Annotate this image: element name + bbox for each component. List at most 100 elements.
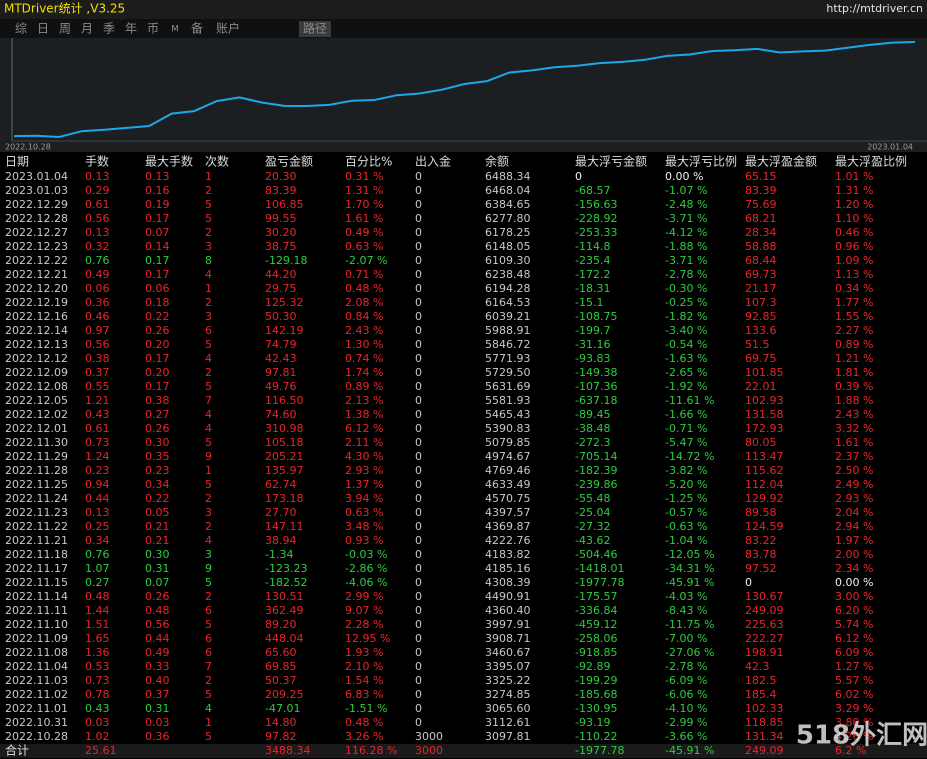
table-cell: 116.50 <box>265 394 304 407</box>
table-cell: -1.63 % <box>665 352 707 365</box>
table-cell: 3.94 % <box>345 492 383 505</box>
table-cell: 0 <box>415 380 422 393</box>
table-cell: 2.04 % <box>835 506 873 519</box>
table-cell: 0.23 <box>145 464 170 477</box>
table-cell: 2022.12.27 <box>5 226 68 239</box>
table-cell: 99.55 <box>265 212 297 225</box>
tab[interactable]: 年 <box>125 22 137 36</box>
table-cell: 1.24 <box>85 450 110 463</box>
table-cell: 89.20 <box>265 618 297 631</box>
table-cell: -3.71 % <box>665 212 707 225</box>
table-cell: 0.13 <box>85 506 110 519</box>
table-cell: 0.13 <box>145 170 170 183</box>
table-cell: 0.16 <box>145 184 170 197</box>
tab[interactable]: 月 <box>81 22 93 36</box>
table-cell: 0 <box>415 716 422 729</box>
table-cell: 3460.67 <box>485 646 531 659</box>
table-cell: 1.21 <box>85 394 110 407</box>
table-cell: 2 <box>205 226 212 239</box>
table-cell: 6109.30 <box>485 254 531 267</box>
table-cell: 50.37 <box>265 674 297 687</box>
table-cell: 3097.81 <box>485 730 531 743</box>
table-cell: 115.62 <box>745 464 784 477</box>
table-cell: 0.31 <box>145 562 170 575</box>
table-cell: 0.06 <box>145 282 170 295</box>
table-cell: 0 <box>415 184 422 197</box>
table-cell: 6.83 % <box>345 688 383 701</box>
table-cell: 0 <box>415 520 422 533</box>
table-cell: -1.04 % <box>665 534 707 547</box>
table-cell: 142.19 <box>265 324 304 337</box>
tab[interactable]: 季 <box>103 22 115 36</box>
total-cell: 3488.34 <box>265 744 311 757</box>
table-cell: 0 <box>415 240 422 253</box>
table-cell: 6 <box>205 604 212 617</box>
table-cell: 5771.93 <box>485 352 531 365</box>
table-cell: 0.03 <box>85 716 110 729</box>
table-cell: 5 <box>205 212 212 225</box>
table-cell: 4222.76 <box>485 534 531 547</box>
table-cell: -175.57 <box>575 590 617 603</box>
table-cell: 107.3 <box>745 296 777 309</box>
table-cell: 2.27 % <box>835 324 873 337</box>
table-cell: -239.86 <box>575 478 617 491</box>
table-cell: 69.85 <box>265 660 297 673</box>
table-cell: 2022.11.25 <box>5 478 68 491</box>
table-cell: 1.88 % <box>835 394 873 407</box>
tab[interactable]: 账户 <box>216 21 240 36</box>
table-cell: 83.39 <box>265 184 297 197</box>
table-cell: 2022.11.15 <box>5 576 68 589</box>
table-cell: -6.06 % <box>665 688 707 701</box>
table-cell: 0.93 % <box>345 534 383 547</box>
table-cell: 1.77 % <box>835 296 873 309</box>
table-cell: -258.06 <box>575 632 617 645</box>
table-cell: -1418.01 <box>575 562 624 575</box>
table-cell: 5 <box>205 688 212 701</box>
table-cell: 0 <box>415 198 422 211</box>
table-cell: 129.92 <box>745 492 784 505</box>
table-cell: 0 <box>415 464 422 477</box>
table-cell: 5 <box>205 198 212 211</box>
table-cell: -0.71 % <box>665 422 707 435</box>
tab[interactable]: 备 <box>191 22 203 36</box>
table-cell: 0 <box>415 296 422 309</box>
tab[interactable]: 周 <box>59 22 71 36</box>
table-cell: 4633.49 <box>485 478 531 491</box>
table-cell: 28.34 <box>745 226 777 239</box>
table-cell: 182.5 <box>745 674 777 687</box>
table-cell: -1.82 % <box>665 310 707 323</box>
table-cell: 0.53 <box>85 660 110 673</box>
table-cell: 0.73 <box>85 674 110 687</box>
table-cell: 3.00 % <box>835 590 873 603</box>
table-cell: 0.26 <box>145 422 170 435</box>
table-cell: 58.88 <box>745 240 777 253</box>
table-cell: 5.74 % <box>835 618 873 631</box>
table-cell: 0 <box>415 674 422 687</box>
table-cell: 0.25 <box>85 520 110 533</box>
table-cell: 0.49 <box>145 646 170 659</box>
table-cell: 4308.39 <box>485 576 531 589</box>
tab[interactable]: 日 <box>37 22 49 36</box>
table-cell: 2.99 % <box>345 590 383 603</box>
table-cell: 0.05 <box>145 506 170 519</box>
site-url[interactable]: http://mtdriver.cn <box>826 2 923 15</box>
table-cell: 0 <box>415 282 422 295</box>
table-cell: 0.38 <box>145 394 170 407</box>
tab[interactable]: 综 <box>15 22 27 36</box>
table-cell: 2022.11.14 <box>5 590 68 603</box>
table-cell: -1.25 % <box>665 492 707 505</box>
table-cell: 0 <box>415 450 422 463</box>
tab[interactable]: 币 <box>147 22 159 36</box>
table-cell: 75.69 <box>745 198 777 211</box>
table-cell: 2022.11.08 <box>5 646 68 659</box>
table-cell: 83.22 <box>745 534 777 547</box>
tab[interactable]: 路径 <box>303 21 327 36</box>
table-cell: 2022.11.11 <box>5 604 68 617</box>
tab[interactable]: M <box>171 25 179 35</box>
table-cell: 62.74 <box>265 478 297 491</box>
table-cell: -253.33 <box>575 226 617 239</box>
table-cell: 4185.16 <box>485 562 531 575</box>
table-cell: -0.57 % <box>665 506 707 519</box>
table-cell: -4.10 % <box>665 702 707 715</box>
table-cell: 0 <box>415 254 422 267</box>
